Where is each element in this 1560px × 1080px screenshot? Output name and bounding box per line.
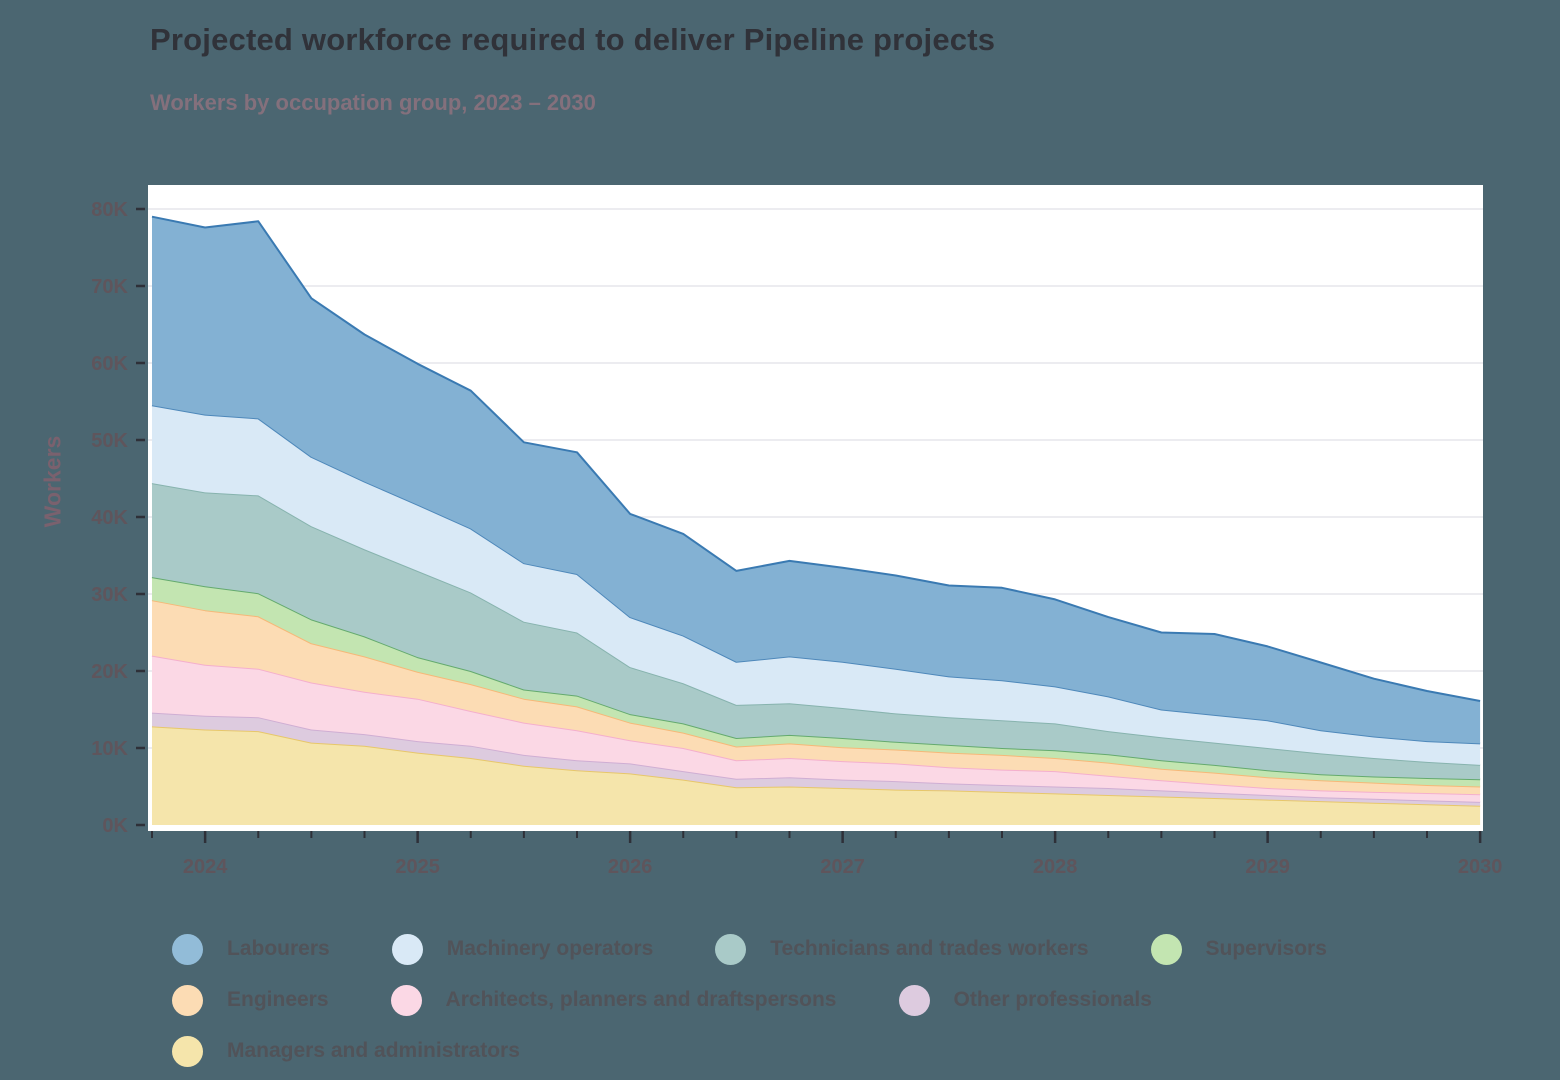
legend-swatch-icon <box>172 984 203 1016</box>
legend-swatch-icon <box>172 1035 203 1067</box>
area-supervisors <box>152 577 1481 787</box>
y-tick-label-60K: 60K <box>91 353 128 375</box>
y-tick-label-0K: 0K <box>102 815 128 837</box>
x-tick-label-2028: 2028 <box>1033 856 1078 878</box>
legend-swatch-icon <box>1150 933 1182 965</box>
area-technicians-and-trades-workers <box>152 483 1481 780</box>
x-tick-label-2029: 2029 <box>1245 856 1290 878</box>
legend-swatch-icon <box>715 933 747 965</box>
area-other-professionals <box>152 712 1481 806</box>
legend-label: Labourers <box>227 937 330 960</box>
x-tick-label-2027: 2027 <box>820 856 865 878</box>
legend-item-other-professionals[interactable]: Other professionals <box>898 983 1152 1017</box>
y-tick-label-80K: 80K <box>91 199 128 221</box>
legend-label: Machinery operators <box>446 937 654 960</box>
legend-swatch-icon <box>391 933 423 965</box>
area-labourers <box>152 216 1481 744</box>
chart-legend: Labourers Machinery operators Technicians … <box>172 932 1488 1068</box>
legend-swatch-icon <box>390 984 422 1016</box>
y-tick-label-30K: 30K <box>91 584 128 606</box>
legend-label: Architects, planners and draftspersons <box>445 988 837 1011</box>
legend-swatch-icon <box>898 984 930 1016</box>
x-tick-label-2024: 2024 <box>183 856 228 878</box>
y-tick-label-50K: 50K <box>91 430 128 452</box>
area-engineers <box>152 600 1481 795</box>
y-tick-label-40K: 40K <box>91 507 128 529</box>
chart-title: Projected workforce required to deliver … <box>150 22 996 57</box>
legend-item-managers-and-administrators[interactable]: Managers and administrators <box>172 1034 520 1068</box>
legend-item-technicians-and-trades-workers[interactable]: Technicians and trades workers <box>715 932 1089 966</box>
y-tick-label-20K: 20K <box>91 661 128 683</box>
area-architects-planners-and-draftspersons <box>152 655 1481 802</box>
legend-label: Managers and administrators <box>227 1039 520 1062</box>
legend-label: Technicians and trades workers <box>770 937 1089 960</box>
legend-swatch-icon <box>172 933 203 965</box>
y-tick-label-10K: 10K <box>91 738 128 760</box>
area-managers-and-administrators <box>152 726 1481 825</box>
area-machinery-operators <box>152 405 1481 765</box>
y-tick-label-70K: 70K <box>91 276 128 298</box>
x-tick-label-2026: 2026 <box>608 856 653 878</box>
legend-label: Other professionals <box>953 988 1152 1011</box>
legend-item-machinery-operators[interactable]: Machinery operators <box>391 932 654 966</box>
legend-item-labourers[interactable]: Labourers <box>172 932 330 966</box>
x-tick-label-2030: 2030 <box>1458 856 1503 878</box>
line-labourers <box>151 215 1481 702</box>
legend-item-supervisors[interactable]: Supervisors <box>1150 932 1327 966</box>
legend-label: Engineers <box>227 988 329 1011</box>
x-tick-label-2025: 2025 <box>395 856 440 878</box>
legend-item-architects-planners-and-draftspersons[interactable]: Architects, planners and draftspersons <box>390 983 837 1017</box>
chart-subtitle: Workers by occupation group, 2023 – 2030 <box>150 90 596 115</box>
legend-label: Supervisors <box>1205 937 1327 960</box>
legend-item-engineers[interactable]: Engineers <box>172 983 329 1017</box>
